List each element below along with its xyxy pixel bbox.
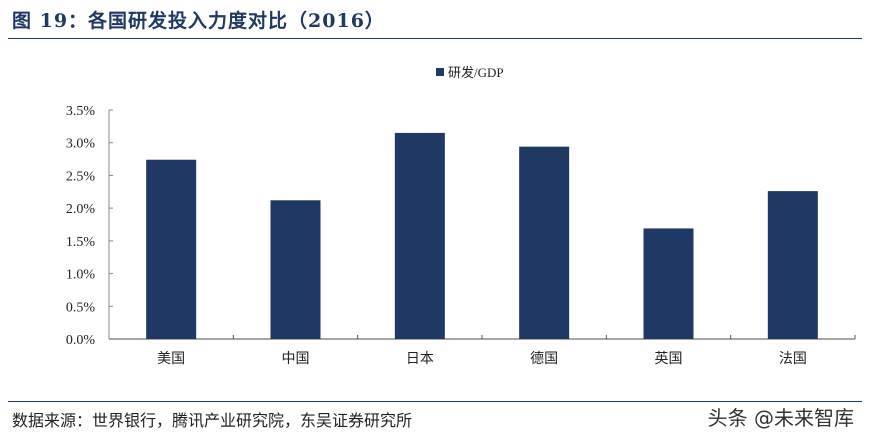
bar-美国: [146, 159, 197, 339]
x-tick-label: 德国: [530, 351, 558, 367]
bar-英国: [643, 228, 694, 339]
bar-法国: [767, 191, 818, 339]
y-tick-label: 3.0%: [66, 137, 96, 152]
watermark: 头条 @未来智库: [707, 406, 854, 430]
footer-divider: [8, 401, 862, 402]
bar-chart: 研发/GDP 0.0% 0.5% 1.0% 1.5% 2.0% 2.5% 3.0% 3.5% 美国…: [66, 65, 856, 367]
x-tick-label: 中国: [282, 351, 310, 367]
legend-swatch: [436, 68, 444, 76]
y-tick-label: 1.5%: [66, 235, 96, 250]
y-tick-label: 3.5%: [66, 104, 96, 119]
y-tick-label: 1.0%: [66, 268, 96, 283]
x-tick-label: 日本: [406, 351, 434, 367]
legend-label: 研发/GDP: [448, 65, 504, 80]
bar-德国: [519, 146, 570, 339]
bar-日本: [394, 132, 445, 339]
x-tick-label: 美国: [157, 351, 185, 367]
figure-title: 图 19：各国研发投入力度对比（2016）: [12, 10, 385, 32]
y-tick-label: 2.5%: [66, 169, 96, 184]
y-tick-label: 0.5%: [66, 300, 96, 315]
source-note: 数据来源：世界银行，腾讯产业研究院，东吴证券研究所: [12, 411, 413, 430]
title-divider: [8, 38, 862, 39]
x-tick-label: 法国: [779, 351, 807, 367]
y-tick-label: 0.0%: [66, 333, 96, 348]
x-tick-label: 英国: [655, 350, 683, 367]
y-tick-label: 2.0%: [66, 202, 96, 217]
bar-中国: [270, 200, 321, 339]
